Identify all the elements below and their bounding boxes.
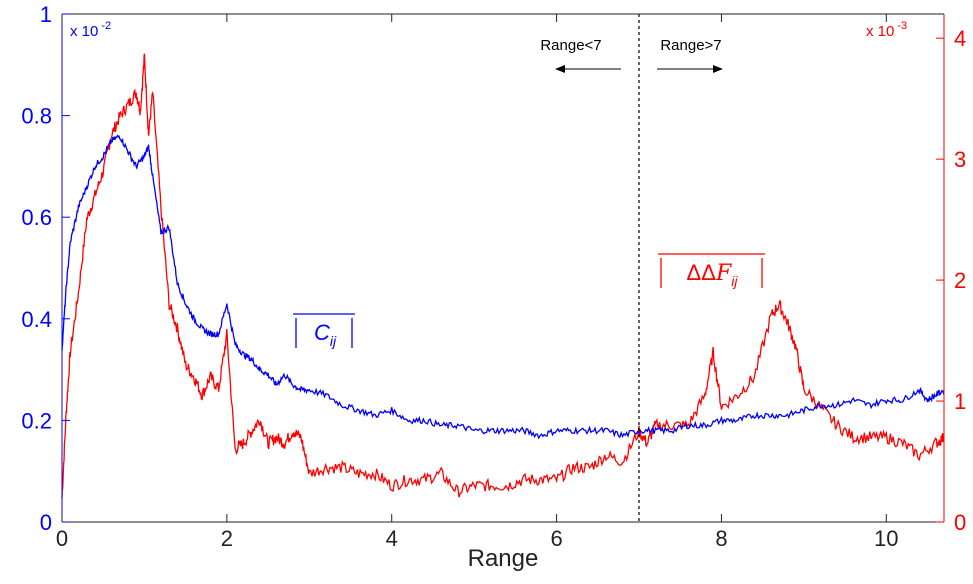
right-y-tick-label: 3 <box>954 147 966 172</box>
x-tick-label: 0 <box>56 526 68 551</box>
ddf-ij-series-line <box>61 53 945 498</box>
x-axis-label: Range <box>468 545 539 572</box>
c-ij-series-line <box>61 134 945 440</box>
x-tick-label: 2 <box>221 526 233 551</box>
left-y-tick-label: 0.4 <box>21 307 52 332</box>
svg-text:Cij: Cij <box>314 320 337 349</box>
svg-text:ΔΔFij: ΔΔFij <box>687 260 739 289</box>
left-y-tick-label: 0 <box>40 510 52 535</box>
c-ij-series-label: Cij <box>293 313 355 349</box>
right-y-tick-label: 0 <box>954 510 966 535</box>
svg-text:x 10-2: x 10 -2 <box>70 20 111 40</box>
left-y-tick-label: 0.6 <box>21 205 52 230</box>
x-tick-label: 10 <box>874 526 898 551</box>
left-arrow-icon <box>555 65 622 73</box>
left-y-tick-label: 0.8 <box>21 104 52 129</box>
left-axis-exponent: x 10 -2 <box>70 20 111 40</box>
right-axis-exponent: x 10 -3 <box>866 20 907 40</box>
x-tick-label: 8 <box>715 526 727 551</box>
right-arrow-icon <box>657 65 724 73</box>
right-y-tick-label: 4 <box>954 26 966 51</box>
right-y-tick-label: 2 <box>954 268 966 293</box>
left-y-tick-label: 1 <box>40 2 52 27</box>
x-tick-label: 4 <box>386 526 398 551</box>
ddf-ij-series-label: ΔΔFij <box>658 253 765 289</box>
range-less-than-7-label: Range<7 <box>540 37 601 54</box>
range-greater-than-7-label: Range>7 <box>660 37 721 54</box>
x-tick-label: 6 <box>550 526 562 551</box>
svg-text:x 10-3: x 10 -3 <box>866 20 907 40</box>
left-y-tick-label: 0.2 <box>21 408 52 433</box>
right-y-tick-label: 1 <box>954 389 966 414</box>
